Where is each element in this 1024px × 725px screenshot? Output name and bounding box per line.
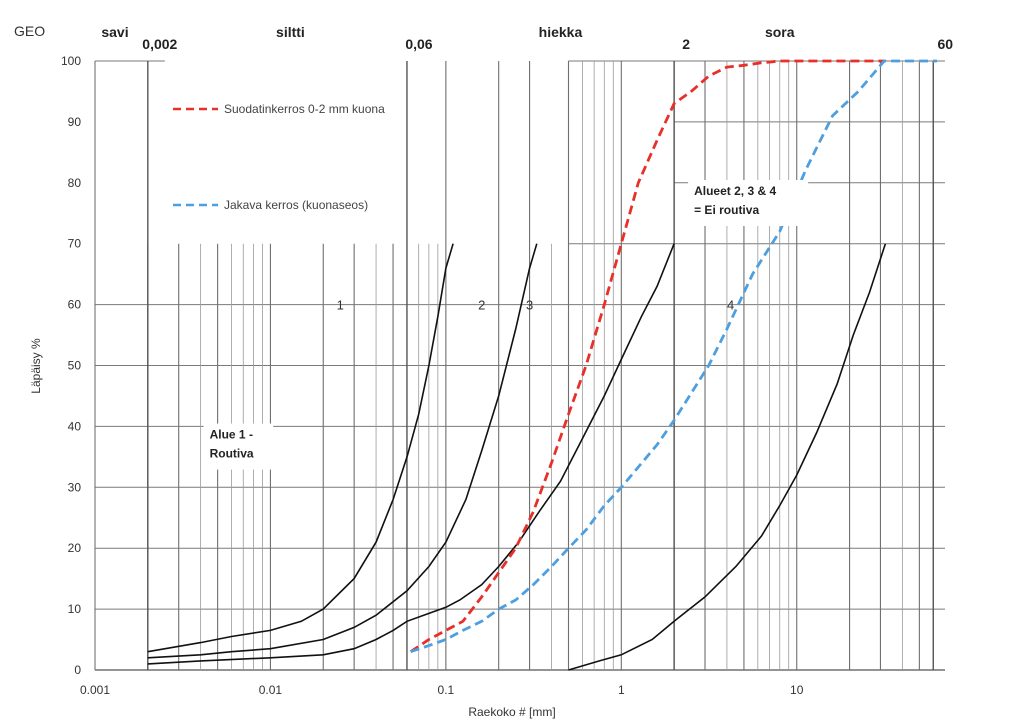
legend-label-jakava: Jakava kerros (kuonaseos) (224, 198, 368, 212)
y-axis-title: Läpäisy % (29, 338, 43, 394)
y-tick-label: 40 (68, 419, 82, 433)
x-tick-label: 0.1 (438, 683, 455, 697)
y-tick-label: 20 (68, 541, 82, 555)
grid-lines (94, 60, 945, 671)
class-boundary-label: 2 (682, 36, 690, 52)
y-tick-label: 50 (68, 359, 82, 373)
x-axis-title: Raekoko # [mm] (468, 705, 555, 719)
class-boundary-label: 0,002 (142, 36, 177, 52)
zone-number: 4 (727, 298, 734, 313)
zone-number: 3 (526, 298, 533, 313)
y-tick-label: 30 (68, 480, 82, 494)
class-boundary-label: 60 (937, 36, 953, 52)
legend: Suodatinkerros 0-2 mm kuona Jakava kerro… (173, 102, 385, 212)
data-series (409, 59, 937, 654)
annotation-text: Routiva (210, 447, 254, 461)
annotation-box (203, 423, 274, 470)
class-boundary-label: 0,06 (405, 36, 432, 52)
y-tick-label: 10 (68, 602, 82, 616)
annotation-text: Alueet 2, 3 & 4 (694, 184, 776, 198)
legend-label-suodatinkerros: Suodatinkerros 0-2 mm kuona (224, 102, 385, 116)
annotation-text: = Ei routiva (694, 203, 759, 217)
y-tick-label: 0 (74, 663, 81, 677)
soil-class-label: sora (765, 24, 795, 40)
zone-curve (147, 243, 454, 653)
zone-number: 2 (478, 298, 485, 313)
y-tick-label: 100 (61, 54, 81, 68)
zone-curves (147, 243, 887, 671)
zone-curve (147, 243, 538, 659)
soil-class-label: hiekka (539, 24, 583, 40)
chart-labels: 0 10 20 30 40 50 60 70 80 90 100 0.001 0.01 0.1 1 10 sav… (61, 24, 953, 697)
x-tick-label: 10 (790, 683, 804, 697)
x-tick-label: 0.01 (259, 683, 283, 697)
annotation-box (688, 179, 809, 226)
y-tick-label: 60 (68, 298, 82, 312)
annotation-text: Alue 1 - (210, 428, 253, 442)
x-tick-label: 1 (618, 683, 625, 697)
series-line (409, 59, 886, 653)
series-line (410, 59, 937, 654)
soil-class-label: siltti (276, 24, 305, 40)
zone-curve (568, 243, 887, 671)
y-tick-label: 70 (68, 237, 82, 251)
corner-label: GEO (14, 23, 45, 39)
y-tick-label: 80 (68, 176, 82, 190)
zone-number: 1 (337, 298, 344, 313)
class-boundary-lines (147, 61, 934, 670)
y-tick-label: 90 (68, 115, 82, 129)
legend-item-suodatinkerros: Suodatinkerros 0-2 mm kuona (173, 102, 385, 116)
soil-class-label: savi (101, 24, 128, 40)
legend-item-jakava: Jakava kerros (kuonaseos) (173, 198, 368, 212)
zone-curve (147, 243, 675, 665)
x-tick-label: 0.001 (80, 683, 110, 697)
